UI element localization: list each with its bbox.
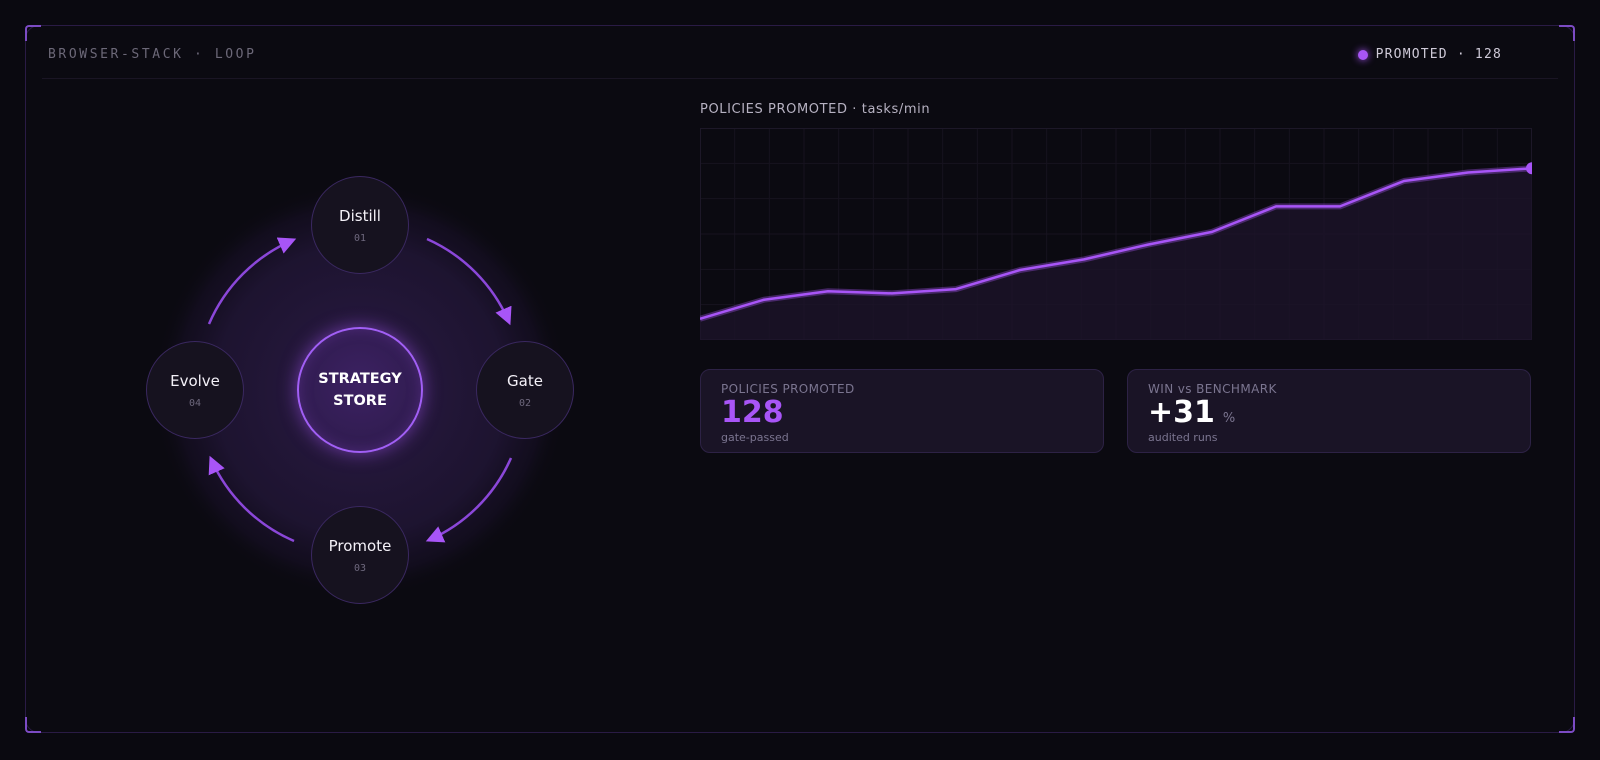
step-number: 04	[188, 397, 202, 409]
card-subtext: audited runs	[1148, 431, 1218, 444]
step-number: 02	[518, 397, 532, 409]
loop-step-gate[interactable]: Gate 02	[476, 341, 574, 439]
policies-line-chart	[700, 128, 1532, 340]
card-label: POLICIES PROMOTED	[721, 382, 855, 396]
chart-series-line	[700, 167, 1532, 320]
loop-step-distill[interactable]: Distill 01	[311, 176, 409, 274]
step-label: Gate	[507, 371, 543, 390]
step-number: 03	[353, 562, 367, 574]
strategy-store-hub[interactable]: STRATEGY STORE	[297, 327, 423, 453]
chart-area-fill	[700, 168, 1532, 340]
hub-label-line2: STORE	[333, 393, 387, 409]
frame-corner	[1559, 717, 1575, 733]
step-label: Evolve	[170, 371, 220, 390]
card-subtext: gate-passed	[721, 431, 789, 444]
frame-corner	[25, 25, 41, 41]
card-value: +31	[1148, 395, 1215, 430]
status-dot-icon	[1357, 49, 1368, 60]
frame-corner	[25, 717, 41, 733]
loop-step-evolve[interactable]: Evolve 04	[146, 341, 244, 439]
stat-card-policies-promoted: POLICIES PROMOTED 128 gate-passed	[700, 369, 1104, 453]
brand-title: BROWSER-STACK · LOOP	[48, 47, 257, 62]
hub-label: STRATEGY STORE	[310, 368, 410, 412]
header: BROWSER-STACK · LOOP PROMOTED · 128	[42, 26, 1558, 79]
card-label: WIN vs BENCHMARK	[1148, 382, 1277, 396]
frame-corner	[1559, 25, 1575, 41]
stat-card-win-vs-benchmark: WIN vs BENCHMARK +31 % audited runs	[1127, 369, 1531, 453]
card-value-row: +31 %	[1148, 396, 1510, 430]
step-label: Promote	[328, 536, 392, 555]
chart-last-point	[1526, 162, 1532, 175]
card-value: 128	[721, 395, 784, 430]
step-label: Distill	[339, 206, 381, 225]
card-value-row: 128	[721, 396, 1083, 430]
status-text: PROMOTED · 128	[1375, 47, 1502, 62]
card-unit: %	[1222, 411, 1236, 426]
loop-step-promote[interactable]: Promote 03	[311, 506, 409, 604]
hub-label-line1: STRATEGY	[318, 371, 402, 387]
step-number: 01	[353, 232, 367, 244]
status-badge: PROMOTED · 128	[1357, 47, 1502, 62]
chart-title: POLICIES PROMOTED · tasks/min	[700, 102, 931, 117]
